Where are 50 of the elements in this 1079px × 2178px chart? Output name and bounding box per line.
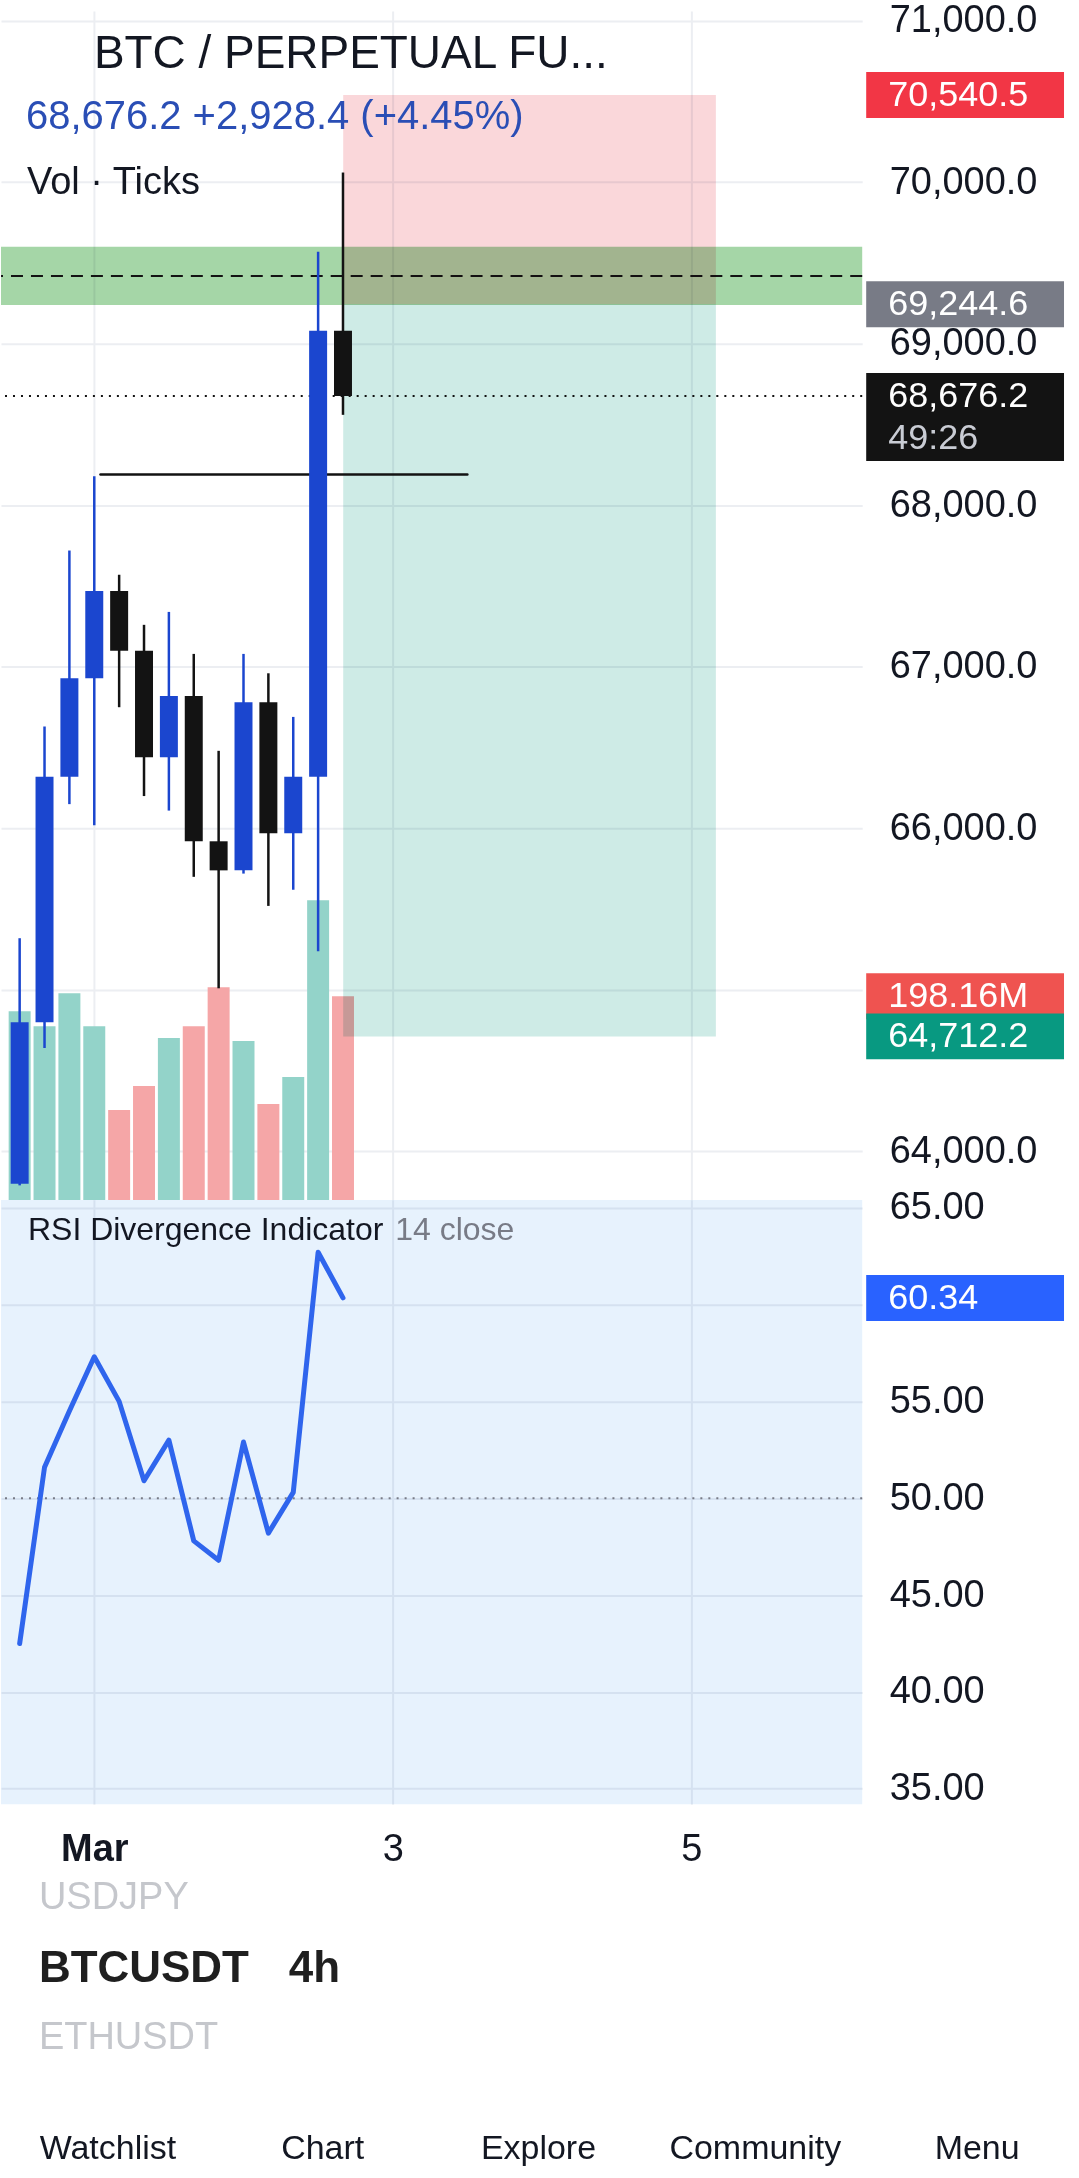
bar	[257, 1104, 280, 1200]
bar	[282, 1077, 305, 1200]
y-tick-label: 68,000.0	[889, 482, 1038, 525]
y-tick-label: 71,000.0	[889, 0, 1038, 41]
x-tick-label: Mar	[61, 1826, 129, 1869]
bar	[83, 1026, 106, 1200]
y-tick-label: 69,244.6	[888, 282, 1029, 324]
y-tick-label: 67,000.0	[889, 644, 1038, 687]
text: Explore	[480, 2128, 597, 2167]
y-tick-label: 64,712.2	[888, 1014, 1029, 1056]
text: 68,676.2 +2,928.4 (+4.45%)	[25, 92, 524, 137]
y-tick-label: 69,000.0	[889, 321, 1038, 364]
text: ETHUSDT	[38, 2015, 219, 2058]
bar	[332, 996, 354, 1200]
chart-subtitle: 14 close	[395, 1210, 515, 1247]
text: Community	[669, 2128, 842, 2167]
text: 4h	[288, 1942, 341, 1992]
bar	[307, 900, 330, 1200]
x-tick-label: 3	[382, 1826, 404, 1869]
bar	[207, 987, 230, 1200]
bar	[232, 1041, 255, 1200]
y-tick-label: 68,676.2	[888, 374, 1029, 416]
text: BTCUSDT	[38, 1942, 250, 1992]
chart-title: RSI Divergence Indicator	[27, 1210, 384, 1247]
y-tick-label: 64,000.0	[889, 1128, 1038, 1171]
y-tick-label: 70,000.0	[889, 159, 1038, 202]
bar	[157, 1038, 180, 1200]
y-tick-label: 70,540.5	[888, 72, 1029, 114]
y-tick-label: 35.00	[889, 1766, 985, 1809]
text: Menu	[934, 2128, 1020, 2167]
y-tick-label: 60.34	[888, 1275, 979, 1317]
annotation: Vol · Ticks	[26, 159, 200, 202]
bar	[33, 1026, 56, 1200]
text: 198.16M	[888, 974, 1029, 1016]
text: Chart	[281, 2128, 365, 2167]
text: 49:26	[888, 416, 979, 458]
y-tick-label: 66,000.0	[889, 805, 1038, 848]
y-tick-label: 50.00	[889, 1475, 985, 1518]
y-tick-label: 45.00	[889, 1572, 985, 1615]
y-tick-label: 55.00	[889, 1378, 985, 1421]
bar	[58, 993, 81, 1200]
x-tick-label: 5	[681, 1826, 703, 1869]
bar	[108, 1110, 131, 1200]
y-tick-label: 40.00	[889, 1669, 985, 1712]
bar	[182, 1026, 205, 1200]
text: USDJPY	[38, 1875, 189, 1918]
y-tick-label: 65.00	[889, 1185, 985, 1228]
chart-title: BTC / PERPETUAL FU...	[93, 25, 608, 78]
text: Watchlist	[39, 2128, 177, 2167]
bar	[133, 1086, 155, 1200]
